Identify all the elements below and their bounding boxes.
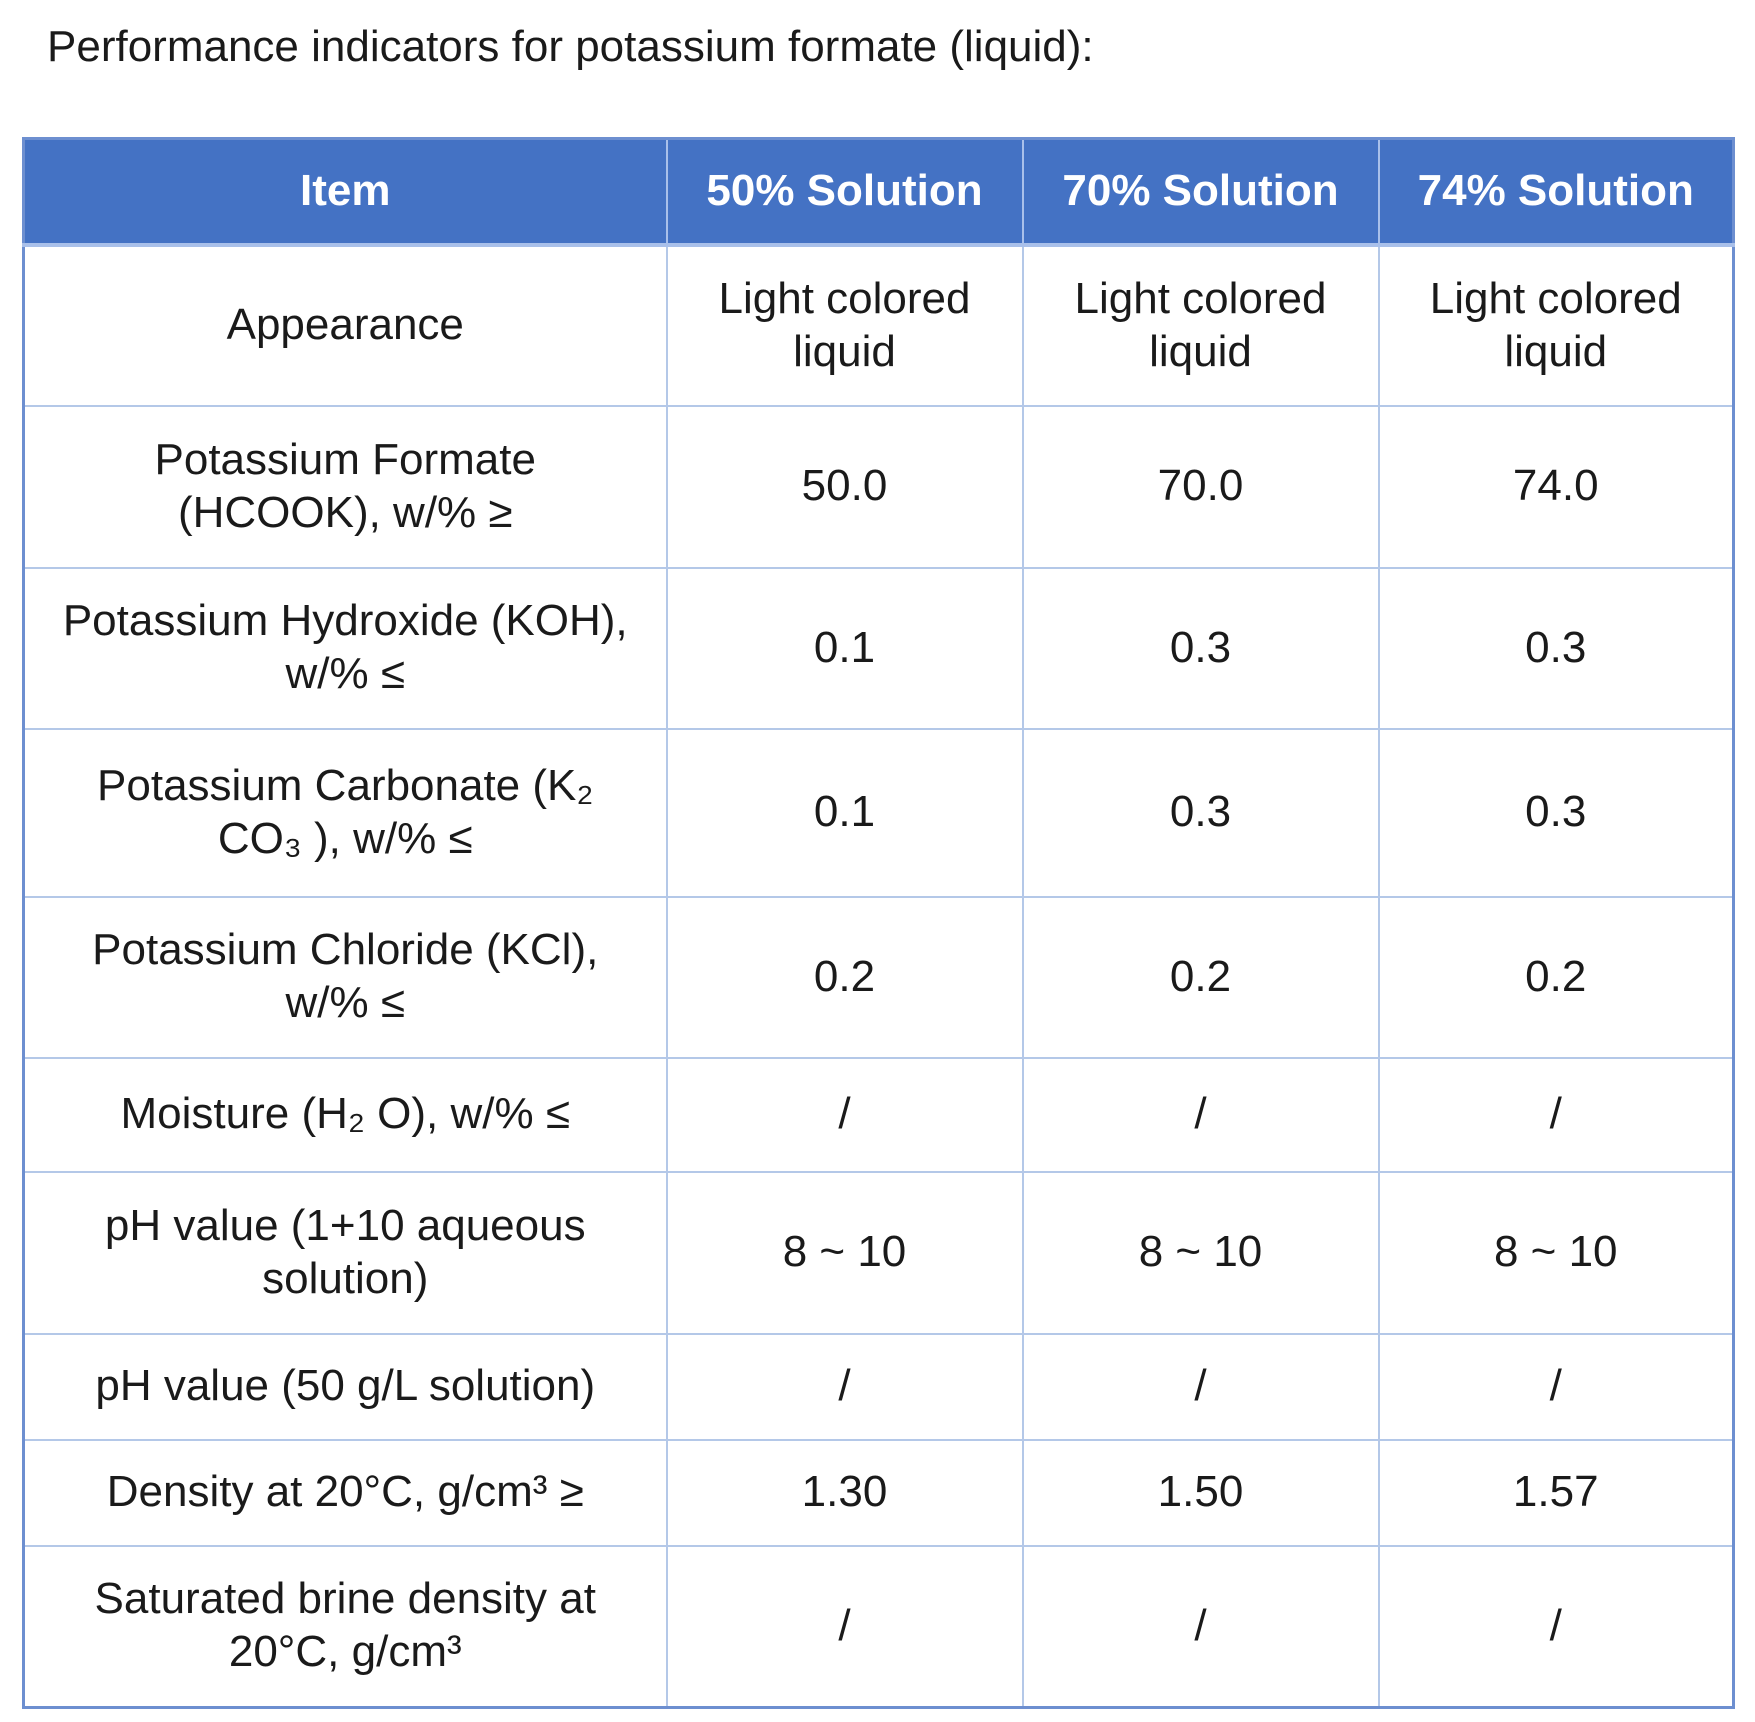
table-row: Potassium Hydroxide (KOH), w/% ≤0.1 0.3 0.… — [22, 566, 1735, 730]
header-cell: Item — [22, 137, 668, 247]
header-cell: 74% Solution — [1377, 137, 1735, 247]
table-row: Moisture (H₂ O), w/% ≤ / / / — [22, 1056, 1735, 1173]
table-row: Appearance Light colored liquid Light colo… — [22, 243, 1735, 407]
value-cell: 50.0 — [665, 404, 1024, 569]
value-cell: 0.2 — [1021, 895, 1380, 1059]
value-cell: 70.0 — [1021, 404, 1380, 569]
table-row: Potassium Carbonate (K₂ CO₃ ), w/% ≤0.1 0… — [22, 727, 1735, 898]
page-title: Performance indicators for potassium for… — [47, 22, 1094, 71]
value-cell: / — [1377, 1544, 1735, 1709]
item-cell: pH value (50 g/L solution) — [22, 1332, 668, 1441]
value-cell: 0.3 — [1377, 727, 1735, 898]
value-cell: 0.1 — [665, 566, 1024, 730]
value-cell: 8 ~ 10 — [1377, 1170, 1735, 1335]
item-cell: Density at 20°C, g/cm³ ≥ — [22, 1438, 668, 1547]
table-row: Saturated brine density at 20°C, g/cm³ / /… — [22, 1544, 1735, 1709]
table-row: Potassium Chloride (KCl), w/% ≤0.2 0.2 0.2 — [22, 895, 1735, 1059]
value-cell: 0.3 — [1377, 566, 1735, 730]
value-cell: 0.2 — [665, 895, 1024, 1059]
table-row: pH value (1+10 aqueous solution) 8 ~ 10 8 … — [22, 1170, 1735, 1335]
header-cell: 70% Solution — [1021, 137, 1380, 247]
value-cell: / — [1377, 1332, 1735, 1441]
value-cell: / — [665, 1332, 1024, 1441]
value-cell: / — [1021, 1056, 1380, 1173]
table-row: Density at 20°C, g/cm³ ≥1.30 1.50 1.57 — [22, 1438, 1735, 1547]
value-cell: Light colored liquid — [1021, 243, 1380, 407]
header-cell: 50% Solution — [665, 137, 1024, 247]
table-row: pH value (50 g/L solution) / / / — [22, 1332, 1735, 1441]
value-cell: 1.30 — [665, 1438, 1024, 1547]
value-cell: 0.3 — [1021, 727, 1380, 898]
table-row: Potassium Formate (HCOOK), w/% ≥50.0 70.0… — [22, 404, 1735, 569]
spec-table: Item 50% Solution 70% Solution 74% Solution… — [22, 137, 1735, 1709]
header-row: Item 50% Solution 70% Solution 74% Solution — [22, 137, 1735, 247]
value-cell: 1.50 — [1021, 1438, 1380, 1547]
value-cell: 8 ~ 10 — [665, 1170, 1024, 1335]
value-cell: Light colored liquid — [1377, 243, 1735, 407]
value-cell: 74.0 — [1377, 404, 1735, 569]
item-cell: Moisture (H₂ O), w/% ≤ — [22, 1056, 668, 1173]
item-cell: Potassium Hydroxide (KOH), w/% ≤ — [22, 566, 668, 730]
value-cell: 8 ~ 10 — [1021, 1170, 1380, 1335]
value-cell: / — [1021, 1332, 1380, 1441]
item-cell: Appearance — [22, 243, 668, 407]
value-cell: 1.57 — [1377, 1438, 1735, 1547]
item-cell: Potassium Carbonate (K₂ CO₃ ), w/% ≤ — [22, 727, 668, 898]
value-cell: / — [665, 1544, 1024, 1709]
value-cell: Light colored liquid — [665, 243, 1024, 407]
value-cell: 0.1 — [665, 727, 1024, 898]
value-cell: 0.2 — [1377, 895, 1735, 1059]
value-cell: / — [1377, 1056, 1735, 1173]
value-cell: / — [1021, 1544, 1380, 1709]
item-cell: Potassium Chloride (KCl), w/% ≤ — [22, 895, 668, 1059]
value-cell: 0.3 — [1021, 566, 1380, 730]
item-cell: Potassium Formate (HCOOK), w/% ≥ — [22, 404, 668, 569]
item-cell: pH value (1+10 aqueous solution) — [22, 1170, 668, 1335]
value-cell: / — [665, 1056, 1024, 1173]
item-cell: Saturated brine density at 20°C, g/cm³ — [22, 1544, 668, 1709]
